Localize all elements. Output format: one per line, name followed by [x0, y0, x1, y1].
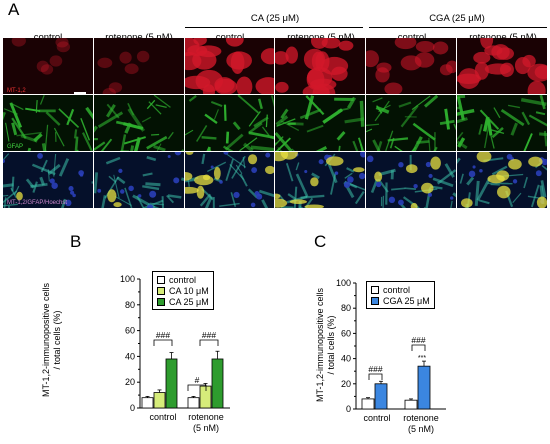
chart-c-legend: control CGA 25 μM: [366, 281, 435, 309]
chart-c-ylabel: MT-1,2-immunopositive cells / total cell…: [315, 270, 337, 420]
chart-c-sig-label: ###: [411, 335, 425, 345]
chart-c-bar: [362, 399, 374, 409]
chart-c-bar: [418, 366, 430, 409]
legend-c-cga: CGA 25 μM: [371, 295, 430, 306]
legend-c-cga-swatch: [371, 297, 379, 305]
chart-c-sig-bracket: [412, 345, 425, 351]
chart-c-ytick-label: 0: [346, 404, 351, 414]
chart-c-xtick-rotenone-line2: (5 nM): [398, 424, 444, 435]
chart-c-xtick-rotenone: rotenone (5 nM): [398, 413, 444, 435]
chart-c-bar: [405, 400, 417, 409]
legend-c-control-swatch: [371, 286, 379, 294]
legend-c-cga-label: CGA 25 μM: [383, 296, 430, 306]
legend-c-control-label: control: [383, 285, 410, 295]
chart-c-star-label: ***: [418, 355, 426, 362]
chart-c-ytick-label: 40: [341, 354, 351, 364]
chart-c-xtick-rotenone-line1: rotenone: [398, 413, 444, 424]
chart-c-ytick-label: 20: [341, 379, 351, 389]
chart-c-bar: [375, 384, 387, 409]
chart-c-xtick-control: control: [354, 413, 400, 424]
chart-c-ylabel-line2: / total cells (%): [326, 270, 337, 420]
chart-c-ytick-label: 100: [336, 278, 351, 288]
chart-c-ylabel-line1: MT-1,2-immunopositive cells: [315, 270, 326, 420]
chart-c-sig-label: ###: [368, 364, 382, 374]
legend-c-control: control: [371, 284, 430, 295]
chart-c-sig-bracket: [369, 374, 382, 380]
chart-c-ytick-label: 60: [341, 328, 351, 338]
chart-c-ytick-label: 80: [341, 303, 351, 313]
